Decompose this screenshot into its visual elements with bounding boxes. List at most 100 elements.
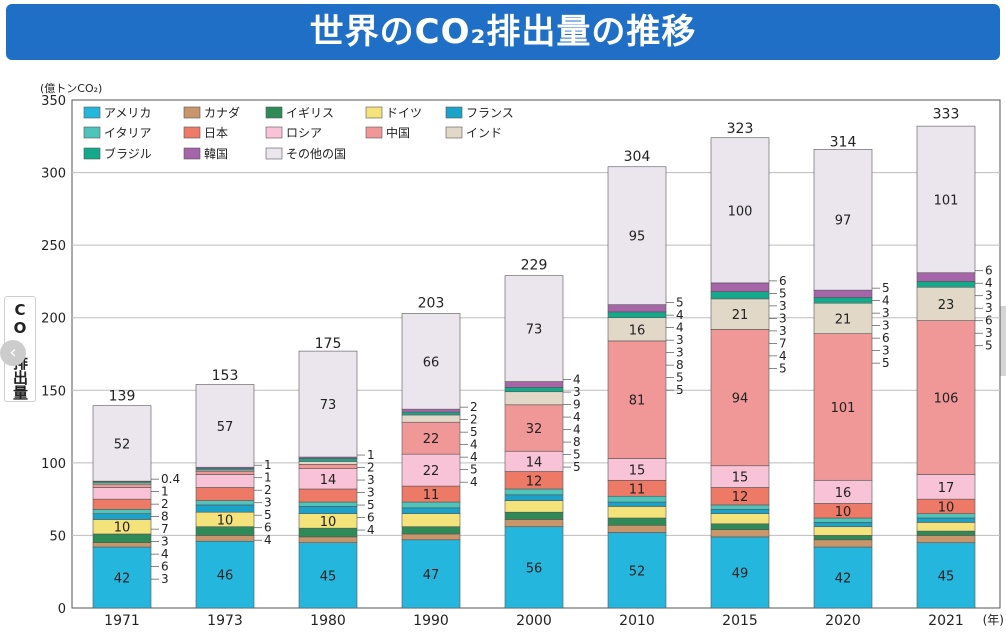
segment-value-label: 95 (629, 230, 646, 245)
callout-label: 5 (779, 361, 787, 375)
bar-segment (710, 504, 770, 510)
callout-label: 4 (573, 410, 581, 424)
segment-value-label: 15 (732, 471, 749, 486)
segment-value-label: 14 (320, 473, 337, 488)
segment-value-label: 11 (629, 482, 646, 497)
bar-segment (813, 302, 873, 334)
segment-value-label: 45 (320, 569, 337, 584)
bar-segment (401, 533, 461, 541)
callout-label: 5 (470, 425, 478, 439)
segment-value-label: 57 (217, 420, 234, 435)
scroll-left-button[interactable]: ‹ (0, 340, 26, 366)
bar-segment (916, 522, 976, 532)
title-banner: 世界のCO₂排出量の推移 (6, 4, 1000, 60)
legend-swatch (183, 126, 201, 139)
page-title: 世界のCO₂排出量の推移 (309, 12, 697, 52)
bar-segment (298, 488, 358, 503)
bar-segment (504, 275, 564, 382)
bar-segment (710, 291, 770, 300)
bar-segment (504, 500, 564, 513)
legend-swatch (83, 126, 101, 139)
bar-segment (195, 504, 255, 513)
bar-total-label: 229 (521, 258, 548, 274)
bar-segment (710, 513, 770, 525)
bar-segment (92, 484, 152, 488)
bar-segment (607, 311, 667, 319)
bar-segment (916, 535, 976, 543)
callout-label: 3 (161, 572, 169, 586)
callout-label: 5 (676, 371, 684, 385)
callout-label: 7 (161, 522, 169, 536)
callout-label: 3 (264, 496, 272, 510)
bar-segment (916, 320, 976, 475)
bar-segment (298, 536, 358, 543)
bar-segment (916, 125, 976, 274)
segment-value-label: 15 (629, 463, 646, 478)
callout-label: 3 (882, 319, 890, 333)
callout-label: 3 (779, 324, 787, 338)
legend-label: ブラジル (104, 146, 152, 161)
bar-segment (92, 546, 152, 609)
bar-segment (92, 405, 152, 482)
segment-value-label: 73 (526, 323, 543, 338)
segment-value-label: 10 (938, 500, 955, 515)
bar-segment (401, 513, 461, 528)
segment-value-label: 16 (835, 486, 852, 501)
callout-label: 8 (676, 358, 684, 372)
bar-segment (298, 461, 358, 465)
bar-segment (813, 535, 873, 541)
callout-label: 3 (779, 311, 787, 325)
bar-segment (401, 453, 461, 487)
callout-label: 4 (367, 523, 375, 537)
callout-label: 9 (573, 398, 581, 412)
segment-value-label: 14 (526, 455, 543, 470)
legend-label: その他の国 (286, 147, 346, 161)
callout-label: 3 (985, 301, 993, 315)
x-tick-label: 2015 (722, 613, 758, 629)
callout-label: 4 (573, 423, 581, 437)
callout-label: 4 (161, 547, 169, 561)
bar-segment (195, 535, 255, 542)
bar-segment (92, 513, 152, 520)
bar-segment (813, 289, 873, 298)
callout-label: 4 (676, 308, 684, 322)
bar-segment (504, 494, 564, 501)
callout-label: 1 (264, 458, 272, 472)
callout-label: 2 (470, 413, 478, 427)
callout-label: 6 (264, 521, 272, 535)
segment-value-label: 52 (629, 564, 646, 579)
callout-label: 3 (676, 333, 684, 347)
x-tick-label: 1971 (104, 613, 140, 629)
segment-value-label: 10 (217, 513, 234, 528)
bar-segment (607, 501, 667, 507)
segment-value-label: 46 (217, 569, 234, 584)
segment-value-label: 21 (835, 312, 852, 327)
bar-segment (916, 272, 976, 282)
callout-label: 8 (573, 435, 581, 449)
bar-segment (401, 526, 461, 535)
segment-value-label: 21 (732, 308, 749, 323)
y-tick-label: 150 (41, 384, 66, 399)
bar-segment (401, 421, 461, 455)
callout-label: 4 (985, 276, 993, 290)
callout-label: 2 (470, 400, 478, 414)
legend-label: ロシア (286, 126, 322, 140)
segment-value-label: 10 (835, 505, 852, 520)
callout-label: 5 (573, 460, 581, 474)
legend-swatch (183, 106, 201, 119)
bar-segment (195, 384, 255, 468)
legend-swatch (445, 126, 463, 139)
bar-segment (710, 137, 770, 284)
chevron-left-icon: ‹ (9, 342, 17, 363)
callout-label: 1 (264, 471, 272, 485)
callout-label: 4 (882, 294, 890, 308)
callout-label: 6 (882, 331, 890, 345)
callout-label: 5 (264, 508, 272, 522)
bar-segment (813, 539, 873, 548)
segment-value-label: 17 (938, 481, 955, 496)
callout-label: 3 (882, 306, 890, 320)
bar-total-label: 175 (315, 336, 342, 352)
segment-value-label: 22 (423, 464, 440, 479)
bar-segment (401, 539, 461, 609)
